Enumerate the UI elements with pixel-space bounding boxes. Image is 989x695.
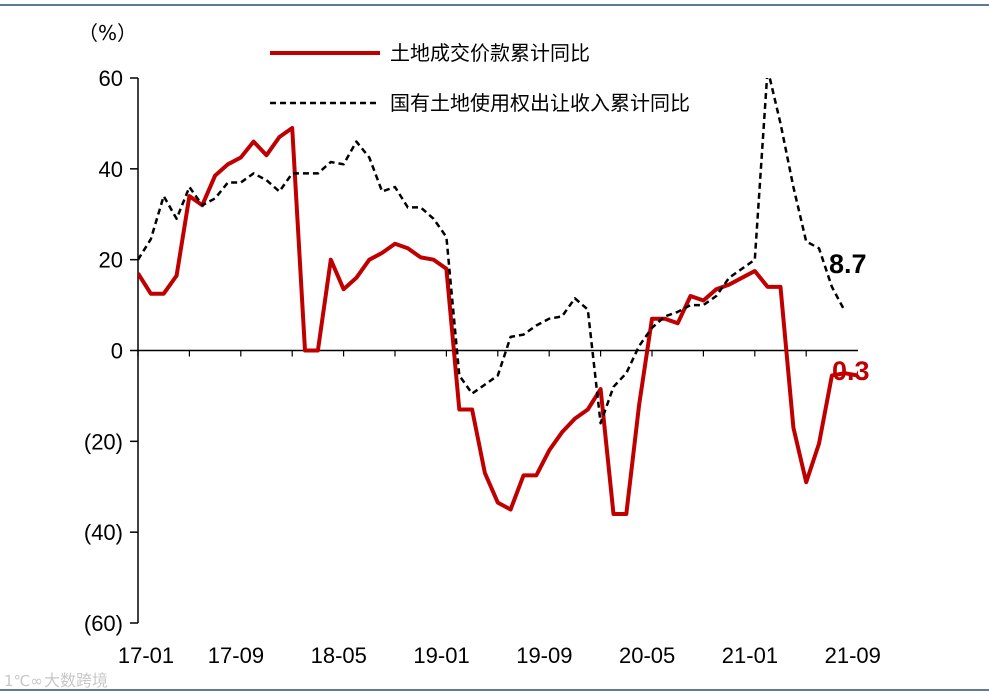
legend-label-land-transaction: 土地成交价款累计同比 bbox=[390, 41, 590, 65]
watermark-logo-icon: 1℃∞ bbox=[4, 672, 43, 690]
series-layer bbox=[138, 78, 858, 516]
y-tick-label: 20 bbox=[99, 248, 123, 273]
x-tick-label: 21-01 bbox=[722, 643, 778, 668]
legend-label-land-revenue: 国有土地使用权出让收入累计同比 bbox=[390, 91, 690, 115]
y-tick-label: (60) bbox=[84, 611, 123, 636]
x-tick-label: 17-09 bbox=[208, 643, 264, 668]
x-tick-label: 19-09 bbox=[516, 643, 572, 668]
end-label-land-revenue: 8.7 bbox=[829, 249, 867, 279]
series-line-land-revenue bbox=[138, 78, 846, 425]
axes: 60 40 20 0 (20) (40) (60) 17-01 17-09 18-05 19-01 1… bbox=[84, 66, 881, 668]
y-tick-label: 0 bbox=[111, 339, 123, 364]
y-tick-label: 40 bbox=[99, 157, 123, 182]
x-tick-label: 17-01 bbox=[118, 643, 174, 668]
x-tick-label: 18-05 bbox=[311, 643, 367, 668]
watermark-text: 大数跨境 bbox=[44, 671, 108, 690]
x-tick-label: 19-01 bbox=[413, 643, 469, 668]
end-label-land-transaction: 0.3 bbox=[832, 356, 870, 386]
legend: 土地成交价款累计同比 国有土地使用权出让收入累计同比 bbox=[270, 41, 690, 115]
end-labels: 8.7 0.3 bbox=[829, 249, 870, 386]
series-line-land-transaction bbox=[138, 126, 858, 516]
y-unit-label: （%） bbox=[78, 21, 137, 45]
y-tick-label: (20) bbox=[84, 429, 123, 454]
x-tick-label: 20-05 bbox=[619, 643, 675, 668]
y-tick-label: 60 bbox=[99, 66, 123, 91]
y-tick-label: (40) bbox=[84, 520, 123, 545]
x-tick-label: 21-09 bbox=[825, 643, 881, 668]
watermark: 1℃∞ 大数跨境 bbox=[4, 671, 108, 690]
